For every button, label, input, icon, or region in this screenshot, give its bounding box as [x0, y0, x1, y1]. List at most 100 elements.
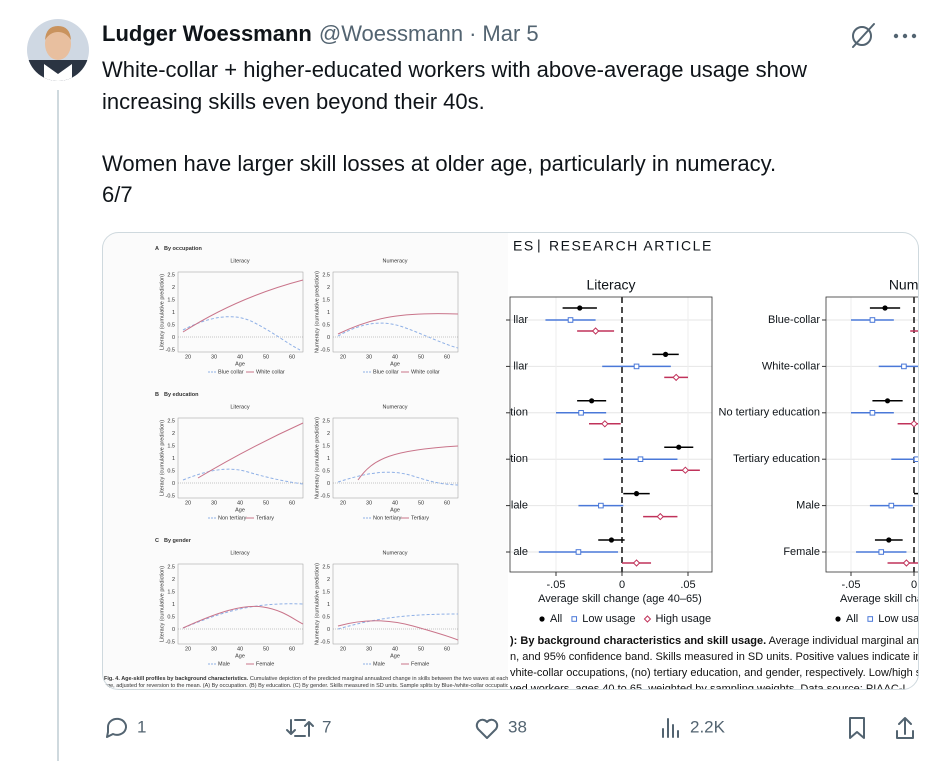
reply-button[interactable]: 1	[106, 717, 146, 738]
caption-text: vhite-collar occupations, (no) tertiary …	[510, 667, 945, 679]
caption-bold: ): By background characteristics and ski…	[510, 635, 766, 647]
y-tick-label: 1	[172, 602, 175, 608]
y-tick-label: 0.5	[167, 468, 175, 474]
y-tick-label: -0.5	[166, 639, 175, 645]
x-tick-label: -.05	[547, 579, 566, 591]
y-tick-label: 2	[172, 285, 175, 291]
point	[662, 351, 669, 357]
curve	[197, 422, 304, 479]
point	[901, 363, 907, 370]
share-button[interactable]	[896, 717, 914, 739]
curve	[182, 605, 304, 629]
date[interactable]: Mar 5	[482, 21, 538, 46]
x-tick-label: 40	[237, 646, 243, 652]
point	[633, 363, 640, 370]
curve	[337, 620, 459, 641]
y-axis-label: Numeracy (cumulative prediction)	[314, 271, 320, 353]
x-tick-label: 0	[911, 579, 917, 591]
y-tick-label: 1.5	[167, 589, 175, 595]
x-tick-label: 30	[211, 500, 217, 506]
legend-label: Blue collar	[373, 369, 399, 375]
category-label: Female	[783, 546, 820, 558]
x-tick-label: 60	[289, 646, 295, 652]
point	[567, 317, 574, 323]
legend-label: Tertiary	[256, 515, 274, 521]
legend-label: Low usage	[582, 613, 635, 625]
caption-text: n, and 95% confidence band. Skills measu…	[510, 651, 945, 663]
panel-title: By education	[164, 392, 199, 398]
journal-section: ES	[513, 238, 535, 254]
like-button[interactable]: 38	[475, 717, 527, 739]
bookmark-button[interactable]	[849, 717, 865, 739]
caption-text: yed workers, ages 40 to 65, weighted by …	[510, 683, 912, 695]
more-icon[interactable]	[893, 33, 917, 39]
panel-letter: A	[155, 246, 159, 252]
x-tick-label: 40	[392, 500, 398, 506]
y-tick-label: 0.5	[167, 614, 175, 620]
x-axis-label: Age	[390, 653, 400, 659]
subplot-title: Numeracy	[382, 258, 407, 264]
tweet-text: increasing skills even beyond their 40s.	[102, 89, 485, 114]
legend-label: Low usa	[878, 613, 920, 625]
x-tick-label: .05	[680, 579, 695, 591]
y-axis-label: Literacy (cumulative prediction)	[159, 274, 165, 350]
header-separator: |	[537, 237, 541, 253]
y-tick-label: -0.5	[166, 493, 175, 499]
panel-title: Literacy	[586, 277, 635, 293]
x-tick-label: 40	[237, 500, 243, 506]
y-tick-label: 0.5	[322, 322, 330, 328]
caption-line: vhite-collar occupations, (no) tertiary …	[510, 667, 945, 679]
y-tick-label: 1.5	[167, 297, 175, 303]
legend-label: Non tertiary	[218, 515, 247, 521]
legend-label: Tertiary	[411, 515, 429, 521]
point	[575, 549, 582, 555]
panel-title: Nume	[889, 277, 927, 293]
legend-label: All	[846, 613, 858, 625]
subplot-title: Numeracy	[382, 550, 407, 556]
views-button[interactable]: 2.2K	[662, 717, 726, 738]
curve	[337, 471, 459, 486]
legend-label: White collar	[411, 369, 440, 375]
category-label: llar	[513, 360, 528, 372]
caption-text: Cumulative depiction of the predicted ma…	[248, 676, 508, 682]
caption-text: Average individual marginal annualized c…	[766, 635, 945, 647]
legend-label: Blue collar	[218, 369, 244, 375]
separator: ·	[469, 21, 476, 46]
y-tick-label: -0.5	[321, 493, 330, 499]
tweet-text: Women have larger skill losses at older …	[102, 151, 776, 176]
x-tick-label: 60	[444, 354, 450, 360]
like-count: 38	[508, 717, 527, 736]
y-tick-label: 2	[172, 577, 175, 583]
category-label: Male	[796, 500, 820, 512]
avatar[interactable]	[27, 19, 89, 85]
y-tick-label: 2.5	[322, 418, 330, 424]
curves	[182, 603, 304, 629]
y-tick-label: 0.5	[167, 322, 175, 328]
grok-icon[interactable]	[852, 23, 875, 48]
repost-button[interactable]: 7	[286, 717, 331, 737]
legend-label: Female	[256, 661, 274, 667]
media[interactable]: A By occupation Literacy Literacy (cumulati…	[102, 232, 945, 695]
x-axis-label: Age	[390, 507, 400, 513]
y-tick-label: 2.5	[167, 272, 175, 278]
y-tick-label: 1	[172, 456, 175, 462]
point	[886, 537, 892, 543]
subplot-frame	[332, 563, 459, 645]
panel-frame	[825, 296, 919, 573]
author-name[interactable]: Ludger Woessmann	[102, 21, 312, 46]
subplot-frame	[177, 271, 304, 353]
panel-title: By occupation	[164, 246, 203, 252]
category-label: White-collar	[762, 360, 820, 372]
x-tick-label: 0	[619, 579, 625, 591]
category-label: ale	[513, 546, 528, 558]
x-axis-label: Age	[235, 507, 245, 513]
curve	[357, 445, 459, 481]
subplot-frame	[177, 417, 304, 499]
subplot-frame	[177, 563, 304, 645]
curve	[182, 603, 304, 629]
point	[656, 512, 664, 521]
legend-marker	[571, 616, 578, 622]
author-handle[interactable]: @Woessmann	[319, 21, 463, 46]
x-tick-label: 20	[185, 354, 191, 360]
